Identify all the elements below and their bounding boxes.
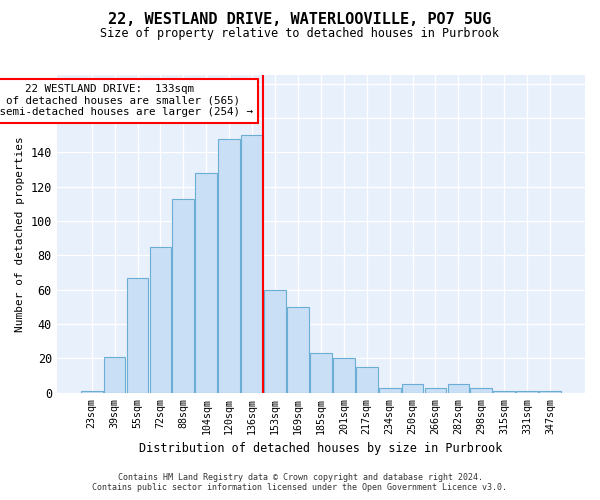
Bar: [448, 384, 469, 393]
Text: 22 WESTLAND DRIVE:  133sqm
← 69% of detached houses are smaller (565)
31% of sem: 22 WESTLAND DRIVE: 133sqm ← 69% of detac…: [0, 84, 253, 117]
Bar: [127, 278, 148, 393]
Bar: [539, 391, 561, 393]
Bar: [104, 356, 125, 393]
Bar: [218, 138, 240, 393]
Bar: [333, 358, 355, 393]
Bar: [425, 388, 446, 393]
Text: 22, WESTLAND DRIVE, WATERLOOVILLE, PO7 5UG: 22, WESTLAND DRIVE, WATERLOOVILLE, PO7 5…: [109, 12, 491, 28]
Bar: [172, 198, 194, 393]
Y-axis label: Number of detached properties: Number of detached properties: [15, 136, 25, 332]
Bar: [516, 391, 538, 393]
Bar: [470, 388, 492, 393]
Bar: [241, 135, 263, 393]
Bar: [81, 391, 103, 393]
X-axis label: Distribution of detached houses by size in Purbrook: Distribution of detached houses by size …: [139, 442, 503, 455]
Text: Size of property relative to detached houses in Purbrook: Size of property relative to detached ho…: [101, 28, 499, 40]
Bar: [401, 384, 424, 393]
Text: Contains HM Land Registry data © Crown copyright and database right 2024.
Contai: Contains HM Land Registry data © Crown c…: [92, 473, 508, 492]
Bar: [196, 173, 217, 393]
Bar: [379, 388, 401, 393]
Bar: [287, 307, 309, 393]
Bar: [493, 391, 515, 393]
Bar: [149, 247, 172, 393]
Bar: [356, 367, 377, 393]
Bar: [264, 290, 286, 393]
Bar: [310, 354, 332, 393]
